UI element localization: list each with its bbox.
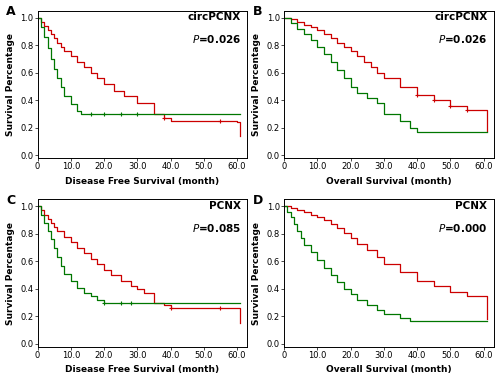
X-axis label: Overall Survival (month): Overall Survival (month) (326, 366, 452, 374)
Text: B: B (252, 5, 262, 18)
Text: $\mathit{P}$=0.000: $\mathit{P}$=0.000 (438, 222, 488, 234)
Text: circPCNX: circPCNX (434, 12, 488, 22)
Text: PCNX: PCNX (456, 201, 488, 211)
X-axis label: Overall Survival (month): Overall Survival (month) (326, 177, 452, 186)
X-axis label: Disease Free Survival (month): Disease Free Survival (month) (65, 366, 220, 374)
Text: circPCNX: circPCNX (188, 12, 241, 22)
Y-axis label: Survival Percentage: Survival Percentage (6, 33, 15, 136)
Y-axis label: Survival Percentage: Survival Percentage (252, 222, 261, 325)
Text: A: A (6, 5, 16, 18)
Text: C: C (6, 193, 15, 207)
Text: D: D (252, 193, 263, 207)
Text: PCNX: PCNX (209, 201, 241, 211)
Y-axis label: Survival Percentage: Survival Percentage (6, 222, 15, 325)
Text: $\mathit{P}$=0.085: $\mathit{P}$=0.085 (192, 222, 241, 234)
Y-axis label: Survival Percentage: Survival Percentage (252, 33, 261, 136)
X-axis label: Disease Free Survival (month): Disease Free Survival (month) (65, 177, 220, 186)
Text: $\mathit{P}$=0.026: $\mathit{P}$=0.026 (438, 33, 488, 45)
Text: $\mathit{P}$=0.026: $\mathit{P}$=0.026 (192, 33, 241, 45)
